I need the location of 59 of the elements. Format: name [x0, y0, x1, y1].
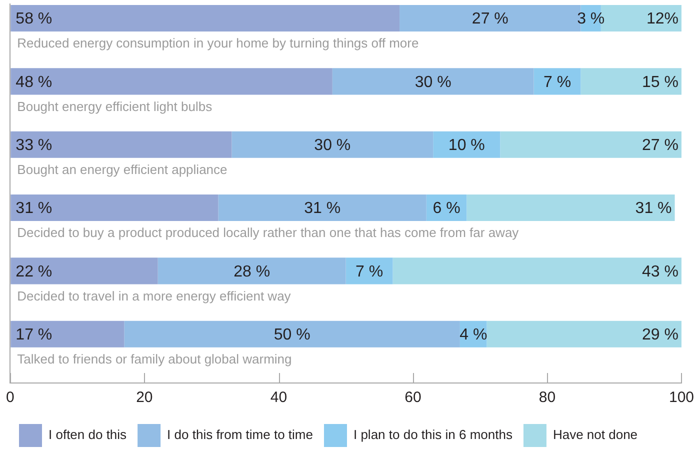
bar [158, 258, 346, 284]
data-label: 31 % [635, 200, 672, 218]
data-label: 31 % [304, 200, 341, 218]
x-tick-label: 60 [404, 389, 422, 406]
data-label: 30 % [414, 74, 452, 91]
data-label: 27 % [472, 10, 508, 28]
bar [124, 320, 460, 348]
data-label: 7 % [356, 263, 384, 280]
bar [218, 194, 426, 222]
y-tick-label: Decided to travel in a more energy efficient way [17, 288, 292, 304]
bar [534, 68, 581, 95]
data-label: 10 % [448, 137, 485, 154]
bar [10, 194, 218, 222]
y-tick-label: Decided to buy a product produced locally rather than one that has come from far away [17, 225, 520, 240]
x-tick-label: 0 [6, 389, 14, 406]
y-tick-label: Bought energy efficient light bulbs [17, 98, 213, 114]
x-tick-label: 40 [270, 389, 288, 406]
bar [232, 131, 434, 158]
data-label: 7 % [544, 74, 572, 91]
bar [10, 131, 232, 158]
legend-label: I often do this [48, 427, 128, 442]
x-tick-label: 100 [668, 389, 694, 406]
bar [392, 258, 682, 284]
data-label: 31 % [16, 200, 52, 218]
y-tick-label: Talked to friends or family about global warming [17, 351, 292, 366]
legend-label: Have not done [552, 427, 638, 442]
data-label: 50 % [274, 326, 310, 344]
bar [466, 194, 675, 222]
bar [500, 131, 682, 158]
x-tick-label: 20 [136, 389, 153, 406]
bar [10, 5, 400, 32]
y-tick-label: Reduced energy consumption in your home by turning things off more [17, 36, 419, 51]
data-label: 29 % [642, 326, 678, 344]
bar [10, 68, 332, 95]
bar [10, 320, 124, 348]
data-label: 28 % [234, 263, 270, 280]
bar [10, 258, 158, 284]
data-label: 15 % [642, 74, 678, 91]
legend-label: I do this from time to time [167, 427, 313, 442]
x-tick-label: 80 [538, 389, 556, 406]
data-label: 48 % [16, 74, 52, 91]
bar [346, 258, 393, 284]
bar [332, 68, 534, 95]
y-tick-label: Bought an energy efficient appliance [17, 162, 228, 177]
bar [433, 131, 500, 158]
legend-label: I plan to do this in 6 months [353, 427, 513, 442]
data-label: 17 % [16, 326, 52, 344]
data-label: 6 % [432, 200, 460, 218]
data-label: 43 % [642, 263, 678, 280]
data-label: 27 % [642, 137, 678, 154]
bar [486, 320, 682, 348]
data-label: 3 % [577, 10, 605, 28]
data-label: 12% [646, 10, 678, 28]
data-label: 30 % [314, 137, 351, 154]
data-label: 58 % [16, 10, 52, 28]
data-label: 4 % [460, 326, 488, 344]
data-label: 33 % [16, 137, 52, 154]
data-label: 22 % [16, 263, 52, 280]
bar [580, 68, 682, 95]
